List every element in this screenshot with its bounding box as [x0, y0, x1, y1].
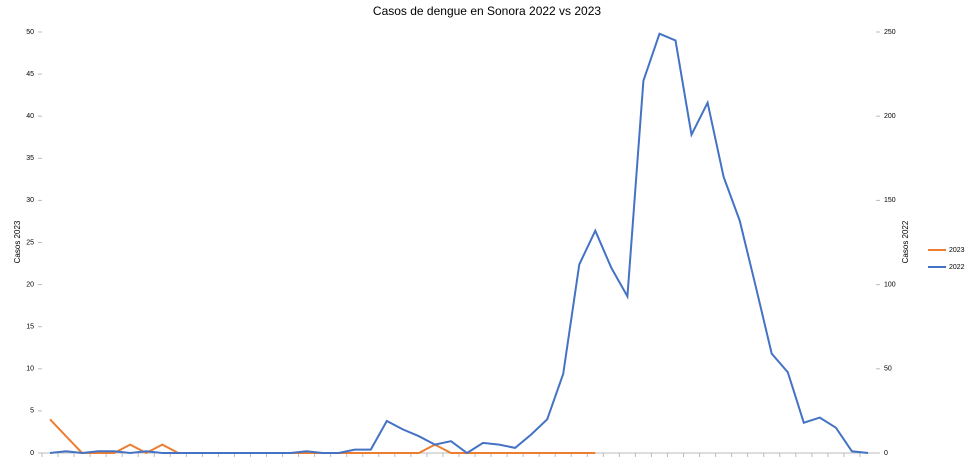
- y-tick-label: 30: [26, 197, 34, 204]
- y-tick-label: 20: [26, 281, 34, 288]
- y-tick-label: 50: [26, 29, 34, 36]
- y2-tick-label: 0: [884, 450, 888, 457]
- series-line: [49, 32, 869, 455]
- chart-title: Casos de dengue en Sonora 2022 vs 2023: [373, 4, 602, 18]
- y-tick-label: 35: [26, 155, 34, 162]
- legend-label: 2022: [949, 264, 965, 271]
- y2-axis-label: Casos 2022: [901, 220, 910, 263]
- y-tick-label: 15: [26, 324, 34, 331]
- y2-tick-label: 50: [884, 366, 892, 373]
- y2-tick-label: 200: [884, 113, 896, 120]
- y2-tick-label: 250: [884, 29, 896, 36]
- y-axis-label: Casos 2023: [13, 220, 22, 263]
- legend-label: 2023: [949, 247, 965, 254]
- y-tick-label: 5: [30, 408, 34, 415]
- y-tick-label: 0: [30, 450, 34, 457]
- y2-tick-label: 150: [884, 197, 896, 204]
- y-tick-label: 25: [26, 239, 34, 246]
- y-tick-label: 40: [26, 113, 34, 120]
- y-tick-label: 45: [26, 71, 34, 78]
- y-tick-label: 10: [26, 366, 34, 373]
- y2-tick-label: 100: [884, 281, 896, 288]
